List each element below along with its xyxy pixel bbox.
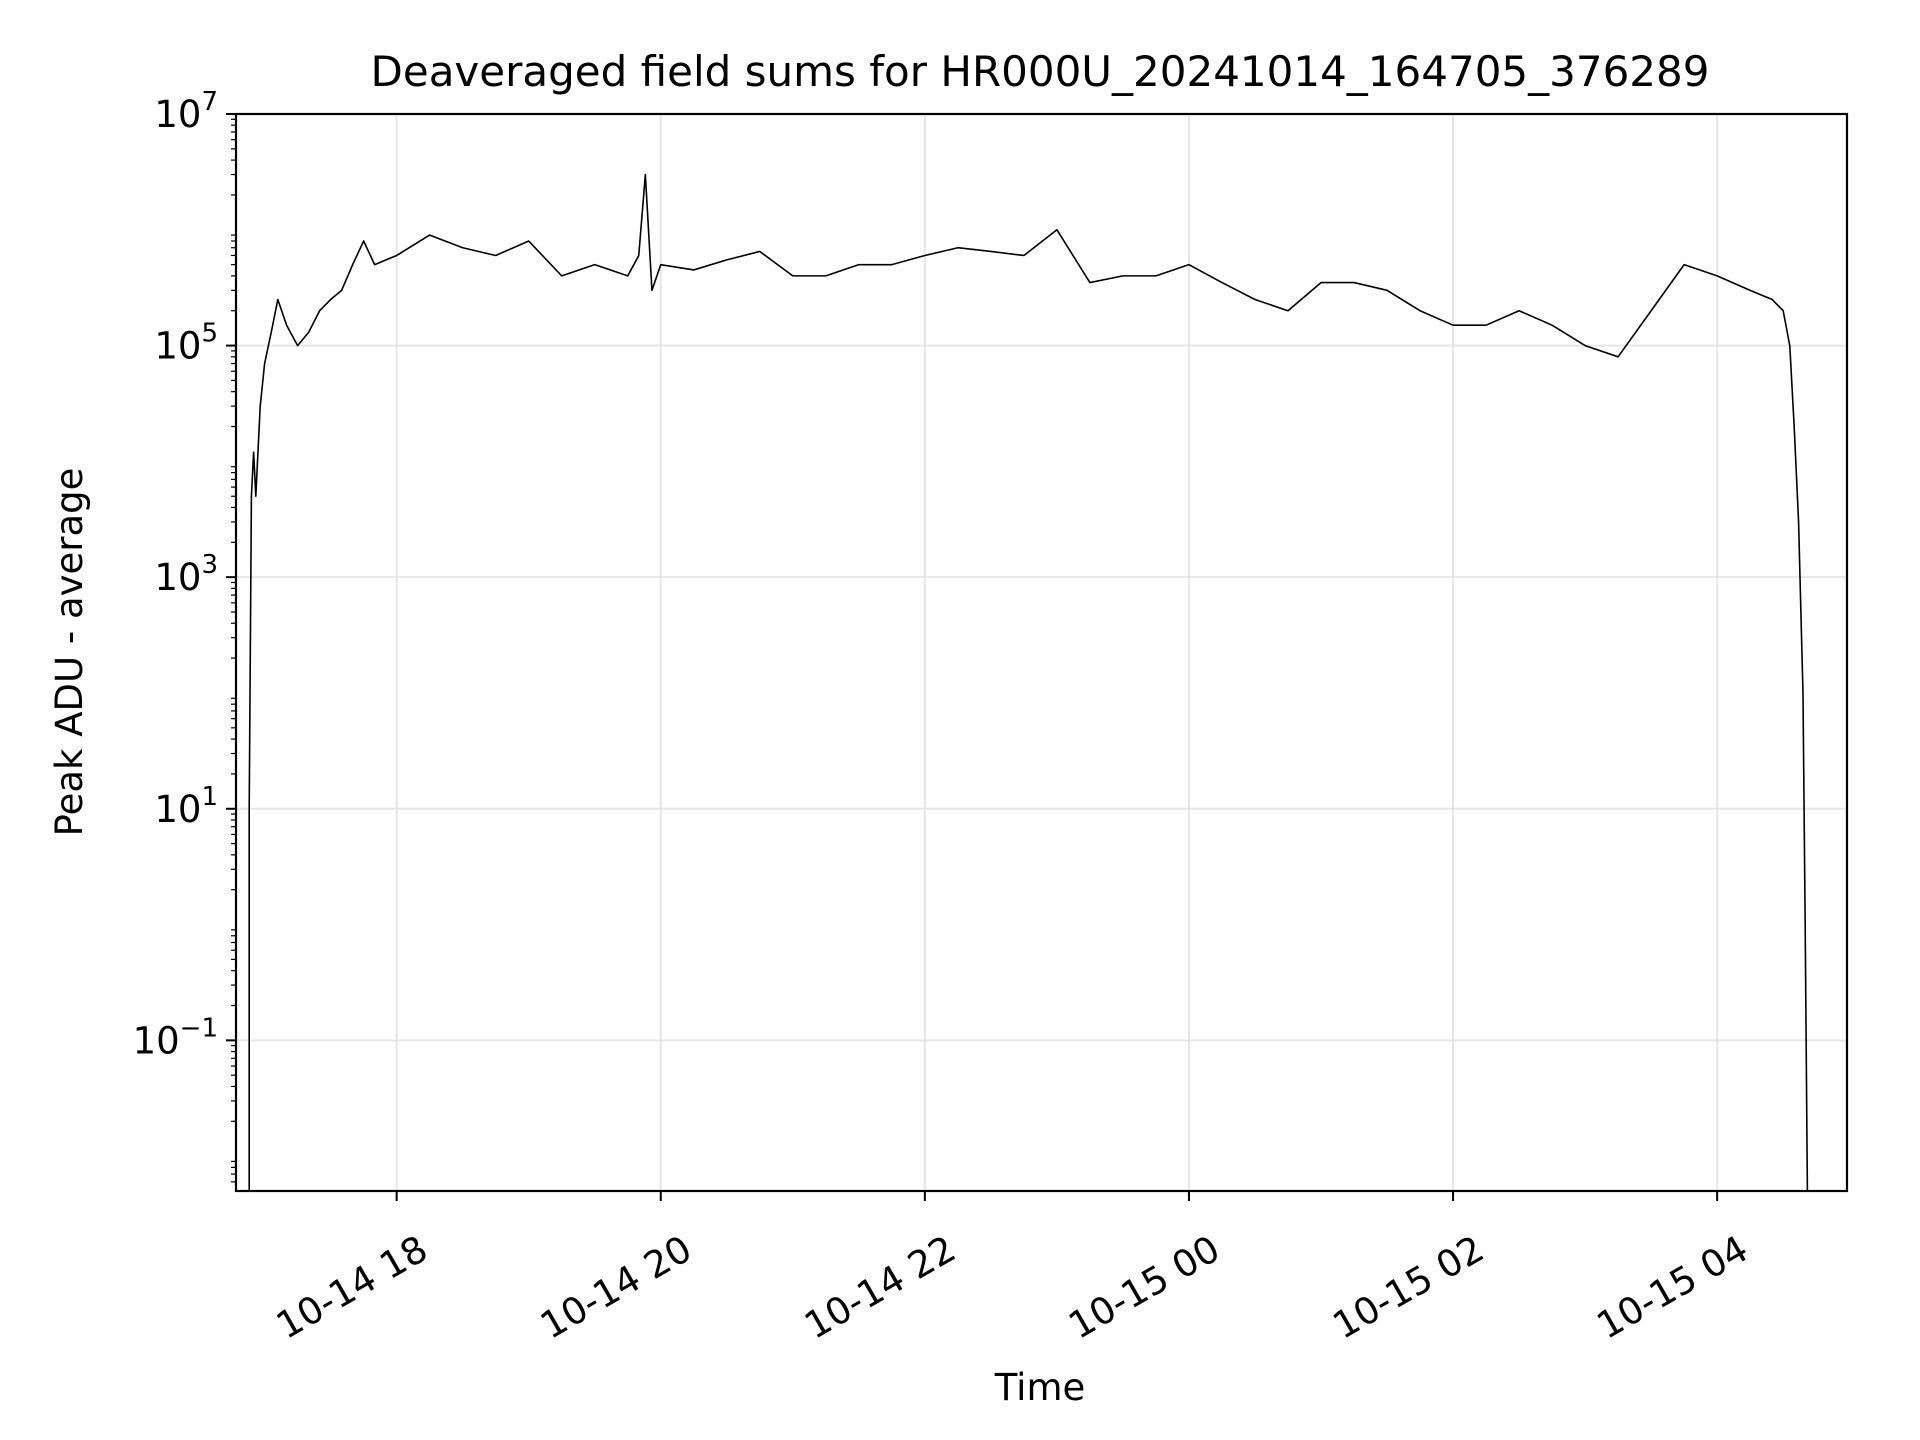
y-axis-label: Peak ADU - average: [48, 468, 91, 837]
plot-frame: [234, 112, 1849, 1193]
x-axis-label: Time: [994, 1366, 1086, 1409]
y-tick-label: 103: [154, 550, 218, 599]
y-tick-label: 107: [154, 87, 218, 136]
y-tick-label: 105: [154, 319, 218, 368]
chart-title: Deaveraged field sums for HR000U_2024101…: [371, 47, 1710, 96]
data-series-line: [248, 173, 1809, 1192]
y-tick-label: 10−1: [133, 1013, 218, 1062]
plot-data: [248, 173, 1809, 1192]
y-tick-label: 101: [154, 782, 218, 831]
y-axis: 10−1 101 103 105 107: [133, 87, 236, 1183]
